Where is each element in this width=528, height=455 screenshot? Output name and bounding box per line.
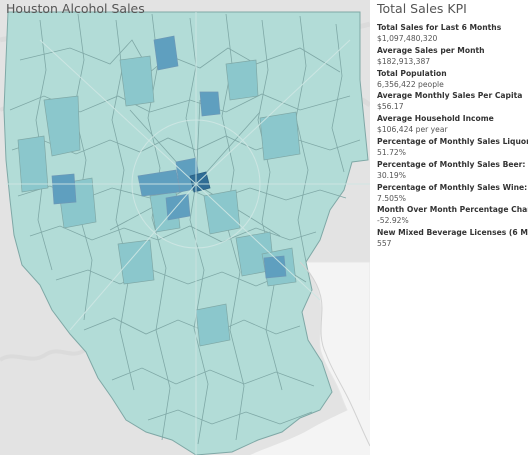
kpi-label: Average Sales per Month: [377, 45, 485, 55]
kpi-title: Total Sales KPI: [377, 1, 467, 16]
kpi-percentage-wine: Percentage of Monthly Sales Wine: 7.505%: [377, 182, 528, 205]
kpi-value: 557: [377, 239, 392, 249]
roads: [6, 12, 370, 455]
kpi-value: 51.72%: [377, 147, 406, 157]
kpi-label: Month Over Month Percentage Change:: [377, 205, 528, 215]
kpi-percentage-beer: Percentage of Monthly Sales Beer: 30.19%: [377, 159, 528, 182]
kpi-label: Total Population: [377, 68, 447, 78]
kpi-average-monthly-sales-per-capita: Average Monthly Sales Per Capita $56.17: [377, 90, 528, 113]
kpi-value: 6,356,422 people: [377, 79, 444, 89]
kpi-label: New Mixed Beverage Licenses (6 Months):: [377, 228, 528, 238]
kpi-new-mixed-beverage-licenses: New Mixed Beverage Licenses (6 Months): …: [377, 227, 528, 250]
kpi-value: 7.505%: [377, 193, 406, 203]
kpi-label: Total Sales for Last 6 Months: [377, 23, 502, 32]
kpi-month-over-month-change: Month Over Month Percentage Change: -52.…: [377, 204, 528, 227]
kpi-label: Average Household Income: [377, 114, 494, 124]
coast: [299, 261, 370, 447]
kpi-value: $182,913,387: [377, 56, 431, 66]
kpi-panel: Total Sales KPI Total Sales for Last 6 M…: [375, 0, 528, 455]
kpi-label: Percentage of Monthly Sales Liquor:: [377, 136, 528, 146]
choropleth-map[interactable]: [0, 0, 370, 455]
kpi-label: Percentage of Monthly Sales Wine:: [377, 182, 528, 192]
kpi-label: Percentage of Monthly Sales Beer:: [377, 159, 526, 169]
kpi-value: $1,097,480,320: [377, 34, 438, 43]
water-gulf: [250, 400, 370, 455]
kpi-label: Average Monthly Sales Per Capita: [377, 91, 523, 101]
dark-shade-zones: [51, 35, 287, 279]
kpi-value: $56.17: [377, 102, 404, 112]
kpi-list: Total Sales for Last 6 Months $1,097,480…: [377, 22, 528, 250]
kpi-value: -52.92%: [377, 216, 409, 226]
downtown-zone[interactable]: [189, 171, 211, 193]
map-title: Houston Alcohol Sales: [6, 1, 145, 16]
kpi-value: 30.19%: [377, 170, 406, 180]
kpi-percentage-liquor: Percentage of Monthly Sales Liquor: 51.7…: [377, 136, 528, 159]
mid-shade-zones: [17, 55, 301, 347]
kpi-average-household-income: Average Household Income $106,424 per ye…: [377, 113, 528, 136]
kpi-average-sales-per-month: Average Sales per Month $182,913,387: [377, 45, 528, 68]
kpi-total-population: Total Population 6,356,422 people: [377, 68, 528, 91]
kpi-total-sales-6-months: Total Sales for Last 6 Months $1,097,480…: [377, 22, 528, 45]
map-panel: Houston Alcohol Sales: [0, 0, 370, 455]
kpi-value: $106,424 per year: [377, 125, 448, 135]
